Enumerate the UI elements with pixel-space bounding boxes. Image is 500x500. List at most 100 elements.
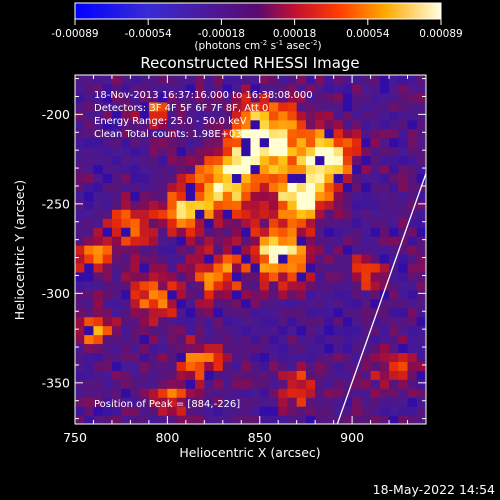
heatmap-cell xyxy=(241,280,252,291)
heatmap-cell xyxy=(361,379,372,389)
heatmap-cell xyxy=(111,119,122,130)
heatmap-cell xyxy=(389,397,399,407)
heatmap-cell xyxy=(407,227,418,237)
heatmap-cell xyxy=(305,253,316,264)
heatmap-cell xyxy=(352,334,362,345)
heatmap-cell xyxy=(370,406,381,416)
heatmap-cell xyxy=(222,307,233,318)
heatmap-cell xyxy=(84,92,95,103)
heatmap-cell xyxy=(389,379,399,389)
heatmap-cell xyxy=(111,191,122,201)
heatmap-cell xyxy=(416,155,426,166)
heatmap-cell xyxy=(84,164,95,175)
heatmap-cell xyxy=(241,316,252,327)
heatmap-cell xyxy=(333,83,344,94)
heatmap-cell xyxy=(305,307,316,318)
heatmap-cell xyxy=(148,110,159,121)
heatmap-cell xyxy=(361,280,372,291)
heatmap-cell xyxy=(370,245,381,255)
heatmap-cell xyxy=(185,415,196,424)
heatmap-cell xyxy=(139,218,150,228)
heatmap-cell xyxy=(407,352,418,362)
heatmap-cell xyxy=(213,280,224,291)
heatmap-cell xyxy=(75,218,85,228)
heatmap-cell xyxy=(93,253,104,264)
heatmap-cell xyxy=(352,119,362,130)
heatmap-cell xyxy=(102,388,113,398)
heatmap-cell xyxy=(121,262,132,273)
heatmap-cell xyxy=(324,361,335,371)
heatmap-cell xyxy=(324,245,335,255)
heatmap-cell xyxy=(195,236,205,246)
heatmap-cell xyxy=(130,227,141,237)
heatmap-cell xyxy=(361,334,372,345)
heatmap-cell xyxy=(167,280,178,291)
heatmap-cell xyxy=(195,173,205,183)
heatmap-cell xyxy=(250,280,261,291)
heatmap-cell xyxy=(259,218,270,228)
heatmap-cell xyxy=(213,343,224,354)
heatmap-cell xyxy=(333,397,344,407)
heatmap-cell xyxy=(370,379,381,389)
heatmap-cell xyxy=(352,298,362,309)
heatmap-cell xyxy=(139,334,150,345)
heatmap-cell xyxy=(324,352,335,362)
heatmap-cell xyxy=(148,101,159,112)
heatmap-cell xyxy=(305,101,316,112)
heatmap-cell xyxy=(250,397,261,407)
heatmap-cell xyxy=(176,406,187,416)
heatmap-cell xyxy=(121,119,132,130)
heatmap-cell xyxy=(315,128,325,139)
heatmap-cell xyxy=(416,316,426,327)
heatmap-cell xyxy=(195,128,205,139)
heatmap-cell xyxy=(139,253,150,264)
heatmap-cell xyxy=(407,343,418,354)
heatmap-cell xyxy=(416,370,426,380)
heatmap-cell xyxy=(416,75,426,85)
heatmap-cell xyxy=(130,101,141,112)
heatmap-cell xyxy=(195,75,205,85)
y-tick-label: -350 xyxy=(42,375,70,390)
heatmap-cell xyxy=(93,164,104,175)
heatmap-cell xyxy=(305,406,316,416)
colorbar-tick-label: -0.00054 xyxy=(125,28,173,40)
heatmap-cell xyxy=(185,227,196,237)
heatmap-cell xyxy=(398,316,409,327)
colorbar-tick-label: -0.00018 xyxy=(198,28,245,40)
heatmap-cell xyxy=(222,370,233,380)
heatmap-cell xyxy=(398,92,409,103)
heatmap-cell xyxy=(232,209,242,219)
heatmap-cell xyxy=(167,343,178,354)
heatmap-cell xyxy=(111,92,122,103)
heatmap-cell xyxy=(84,289,95,300)
heatmap-cell xyxy=(268,289,279,300)
heatmap-cell xyxy=(407,370,418,380)
heatmap-cell xyxy=(241,128,252,139)
heatmap-cell xyxy=(296,316,307,327)
heatmap-cell xyxy=(232,406,242,416)
heatmap-cell xyxy=(259,262,270,273)
heatmap-cell xyxy=(195,191,205,201)
heatmap-cell xyxy=(333,370,344,380)
heatmap-cell xyxy=(111,379,122,389)
heatmap-cell xyxy=(139,361,150,371)
heatmap-cell xyxy=(93,218,104,228)
peak-position-label: Position of Peak = [884,-226] xyxy=(94,399,240,410)
heatmap-cell xyxy=(278,325,289,336)
heatmap-cell xyxy=(111,316,122,327)
heatmap-cell xyxy=(93,200,104,210)
heatmap-cell xyxy=(158,146,168,157)
heatmap-cell xyxy=(130,316,141,327)
heatmap-cell xyxy=(342,75,353,85)
heatmap-cell xyxy=(185,101,196,112)
heatmap-cell xyxy=(241,352,252,362)
heatmap-cell xyxy=(130,379,141,389)
heatmap-cell xyxy=(324,370,335,380)
heatmap-cell xyxy=(296,75,307,85)
heatmap-cell xyxy=(139,415,150,424)
heatmap-cell xyxy=(185,316,196,327)
heatmap-cell xyxy=(315,253,325,264)
heatmap-cell xyxy=(158,164,168,175)
heatmap-cell xyxy=(407,415,418,424)
heatmap-cell xyxy=(361,352,372,362)
